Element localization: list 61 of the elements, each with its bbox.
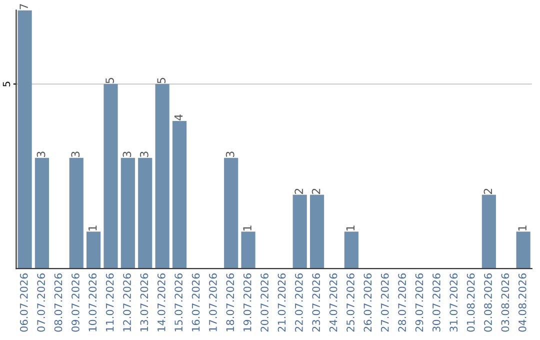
x-tick-label: 21.07.2026 [278, 273, 286, 332]
data-label: 3 [140, 152, 148, 158]
bar [482, 194, 496, 269]
data-label: 2 [484, 188, 492, 194]
x-tick-label: 13.07.2026 [140, 273, 148, 332]
data-label: 2 [294, 188, 303, 194]
data-label: 5 [157, 78, 166, 84]
bar [224, 158, 238, 269]
x-tick-label: 28.07.2026 [398, 273, 406, 332]
x-tick-label: 11.07.2026 [106, 273, 114, 332]
x-tick-label: 12.07.2026 [123, 273, 131, 332]
bar [172, 120, 187, 269]
data-label: 3 [36, 152, 46, 158]
x-tick-label: 02.08.2026 [484, 273, 492, 332]
x-tick-label: 07.07.2026 [37, 273, 46, 332]
data-label: 3 [226, 152, 234, 158]
x-tick-label: 15.07.2026 [174, 273, 183, 332]
data-label: 1 [518, 226, 526, 230]
x-tick-label: 03.08.2026 [501, 273, 510, 332]
x-tick-label: 19.07.2026 [243, 273, 252, 332]
x-tick-label: 09.07.2026 [72, 273, 80, 332]
bar [292, 194, 307, 269]
bar [138, 158, 152, 269]
x-tick-label: 06.07.2026 [20, 273, 28, 332]
data-label: 5 [106, 78, 114, 84]
bar [310, 194, 324, 269]
x-tick-label: 10.07.2026 [88, 273, 97, 332]
bar [241, 232, 256, 269]
x-tick-label: 30.07.2026 [432, 273, 440, 332]
x-tick-label: 16.07.2026 [192, 273, 200, 332]
data-label: 2 [312, 188, 320, 194]
x-tick-label: 25.07.2026 [346, 273, 354, 332]
bar [516, 232, 530, 269]
x-tick-label: 22.07.2026 [294, 273, 303, 332]
bar [34, 158, 50, 269]
data-label: 3 [122, 152, 132, 158]
x-tick-label: 26.07.2026 [364, 273, 372, 332]
x-tick-label: 31.07.2026 [450, 273, 458, 332]
x-tick-label: 29.07.2026 [415, 273, 424, 332]
data-label: 1 [346, 226, 354, 230]
data-label: 4 [174, 114, 183, 120]
data-label: 3 [71, 152, 80, 158]
x-tick-label: 27.07.2026 [380, 273, 389, 332]
x-tick-label: 08.07.2026 [54, 273, 62, 332]
x-tick-label: 14.07.2026 [157, 273, 166, 332]
x-tick-label: 17.07.2026 [209, 273, 217, 332]
data-label: 7 [20, 4, 28, 10]
data-label: 1 [243, 226, 252, 230]
x-tick-label: 01.08.2026 [466, 273, 475, 332]
bar [86, 232, 101, 269]
bar [104, 84, 118, 269]
bar [69, 158, 84, 269]
x-tick-label: 04.08.2026 [518, 273, 526, 332]
bar [344, 232, 358, 269]
x-tick-label: 20.07.2026 [260, 273, 268, 332]
data-label: 1 [88, 226, 97, 230]
x-tick-label: 18.07.2026 [226, 273, 234, 332]
bar [120, 158, 135, 269]
bar [155, 84, 170, 269]
x-tick-label: 24.07.2026 [329, 273, 338, 332]
x-tick-label: 23.07.2026 [312, 273, 320, 332]
